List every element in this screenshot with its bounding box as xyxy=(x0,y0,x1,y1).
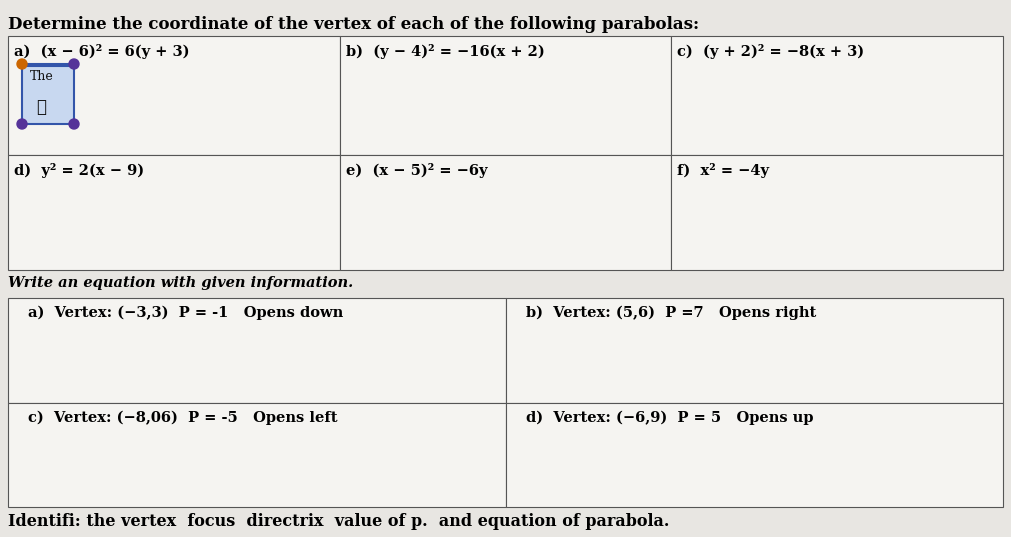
Text: The: The xyxy=(30,70,54,83)
Text: a)  (x − 6)² = 6(y + 3): a) (x − 6)² = 6(y + 3) xyxy=(14,44,189,59)
Bar xyxy=(22,64,74,124)
Bar xyxy=(8,155,340,270)
Circle shape xyxy=(69,59,79,69)
Bar xyxy=(671,155,1003,270)
Text: d)  Vertex: (−6,9)  P = 5   Opens up: d) Vertex: (−6,9) P = 5 Opens up xyxy=(526,410,813,425)
Text: Determine the coordinate of the vertex of each of the following parabolas:: Determine the coordinate of the vertex o… xyxy=(8,16,700,33)
Circle shape xyxy=(17,59,27,69)
Text: a)  Vertex: (−3,3)  P = -1   Opens down: a) Vertex: (−3,3) P = -1 Opens down xyxy=(28,306,344,321)
Text: b)  (y − 4)² = −16(x + 2): b) (y − 4)² = −16(x + 2) xyxy=(346,44,544,59)
Bar xyxy=(8,298,506,403)
Text: e)  (x − 5)² = −6y: e) (x − 5)² = −6y xyxy=(346,163,487,178)
Text: ⤢: ⤢ xyxy=(36,98,45,116)
Text: c)  Vertex: (−8,06)  P = -5   Opens left: c) Vertex: (−8,06) P = -5 Opens left xyxy=(28,410,338,425)
Text: Write an equation with given information.: Write an equation with given information… xyxy=(8,276,353,290)
Bar xyxy=(340,155,671,270)
Bar xyxy=(506,298,1003,403)
Text: Identifi: the vertex  focus  directrix  value of p.  and equation of parabola.: Identifi: the vertex focus directrix val… xyxy=(8,513,669,530)
Bar xyxy=(671,36,1003,155)
Text: c)  (y + 2)² = −8(x + 3): c) (y + 2)² = −8(x + 3) xyxy=(677,44,864,59)
Bar xyxy=(8,403,506,507)
Bar xyxy=(8,36,340,155)
Bar xyxy=(506,403,1003,507)
Text: b)  Vertex: (5,6)  P =7   Opens right: b) Vertex: (5,6) P =7 Opens right xyxy=(526,306,816,321)
Text: f)  x² = −4y: f) x² = −4y xyxy=(677,163,769,178)
Circle shape xyxy=(69,119,79,129)
Circle shape xyxy=(17,119,27,129)
Text: d)  y² = 2(x − 9): d) y² = 2(x − 9) xyxy=(14,163,145,178)
Bar xyxy=(340,36,671,155)
